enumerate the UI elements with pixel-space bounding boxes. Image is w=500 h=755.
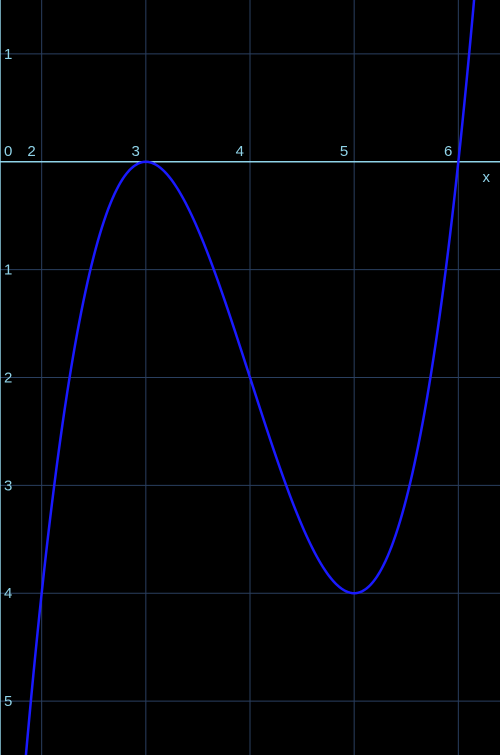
x-tick-label: 3 xyxy=(131,143,139,160)
y-tick-label: 5 xyxy=(4,693,12,710)
x-tick-label: 6 xyxy=(444,143,452,160)
x-tick-label: 2 xyxy=(27,143,35,160)
y-tick-label: 0 xyxy=(4,143,12,160)
x-axis-label: x xyxy=(483,169,491,186)
y-tick-label: 2 xyxy=(4,370,12,387)
x-tick-label: 5 xyxy=(340,143,348,160)
function-plot: 2 3 4 5 6 1 0 1 2 3 4 5 x xyxy=(0,0,500,755)
x-tick-label: 4 xyxy=(236,143,244,160)
y-tick-label: 3 xyxy=(4,477,12,494)
y-tick-label: 4 xyxy=(4,585,12,602)
chart-container: 2 3 4 5 6 1 0 1 2 3 4 5 x xyxy=(0,0,500,755)
y-tick-label: 1 xyxy=(4,46,12,63)
y-tick-label: 1 xyxy=(4,262,12,279)
